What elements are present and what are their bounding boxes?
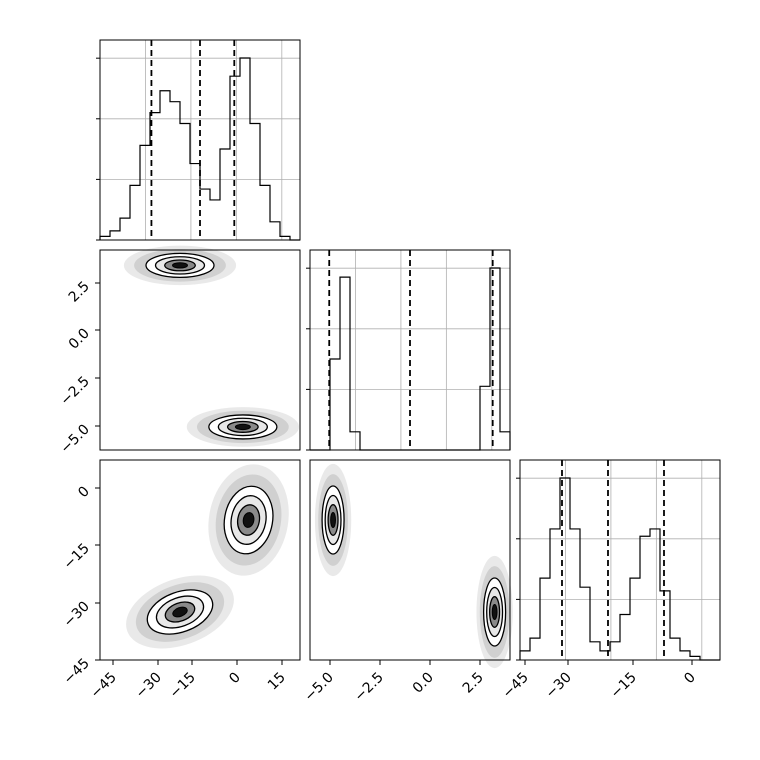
y2-vs-y1-scatter (314, 463, 513, 669)
contour-peak (491, 604, 498, 620)
y-tick-label: −30 (61, 599, 93, 631)
y1-vs-x-frame (99, 249, 301, 451)
contour-peak (172, 262, 188, 269)
y-tick-label: 0.0 (66, 326, 93, 353)
x-tick-label: −45 (500, 670, 532, 702)
y-tick-label: −15 (61, 541, 93, 573)
x-tick-label: 0.0 (410, 670, 437, 697)
marginal-y1-histogram (306, 250, 511, 451)
y2-vs-x-scatter (126, 464, 289, 649)
marginal-y2-histogram (516, 460, 720, 661)
marginal-y2-frame (519, 459, 721, 661)
contour-peak (242, 512, 255, 528)
x-tick-label: −15 (608, 670, 640, 702)
y-tick-label: 2.5 (66, 279, 93, 306)
contour-peak (234, 423, 251, 431)
x-tick-label: 15 (265, 670, 289, 694)
contour-peak (172, 606, 188, 618)
y-tick-label: −2.5 (57, 374, 92, 409)
x-tick-label: −2.5 (351, 670, 386, 705)
scatter-cluster (476, 555, 513, 669)
scatter-cluster (208, 464, 289, 576)
x-tick-label: 0 (681, 670, 699, 688)
y2-vs-y1-frame (309, 459, 511, 661)
x-tick-label: 0 (226, 670, 244, 688)
scatter-cluster (123, 245, 237, 286)
y-tick-label: −45 (61, 656, 93, 688)
contour-peak (330, 512, 336, 528)
x-tick-label: −30 (543, 670, 575, 702)
y2-vs-x-frame (99, 459, 301, 661)
x-tick-label: 2.5 (460, 670, 487, 697)
scatter-cluster (314, 463, 352, 577)
marginal-y1-frame (309, 249, 511, 451)
histogram-step (519, 477, 720, 661)
y-tick-label: −5.0 (57, 422, 92, 457)
x-tick-label: −15 (167, 670, 199, 702)
scatter-cluster (126, 575, 234, 649)
marginal-x-histogram (96, 40, 300, 241)
marginal-x-frame (99, 39, 301, 241)
x-tick-label: −45 (88, 670, 120, 702)
y-tick-label: 0 (75, 484, 93, 502)
x-tick-label: −30 (133, 670, 165, 702)
x-tick-label: −5.0 (301, 670, 336, 705)
scatter-cluster (186, 407, 299, 447)
y1-vs-x-scatter (123, 245, 299, 447)
